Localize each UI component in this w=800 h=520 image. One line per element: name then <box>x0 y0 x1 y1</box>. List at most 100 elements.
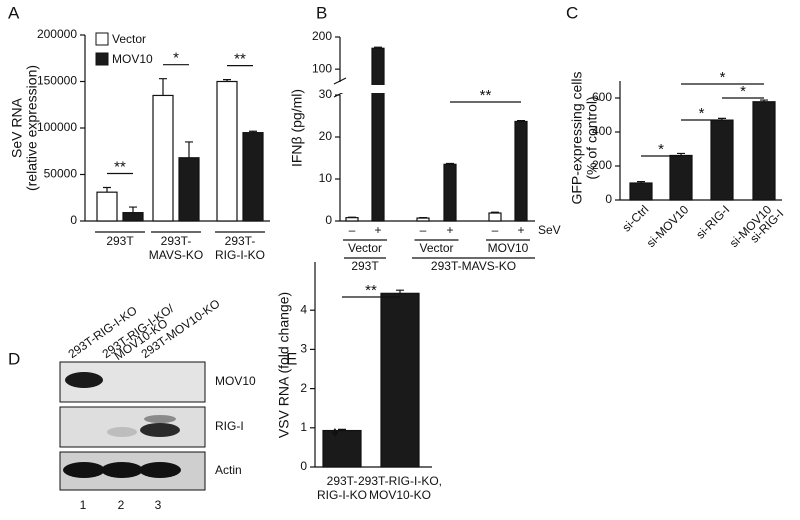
x-tick-label: si-MOV10 <box>644 202 692 250</box>
significance-label: ** <box>365 282 377 299</box>
error-bar <box>338 428 346 431</box>
panel-label: B <box>316 3 327 22</box>
y-tick-label: 150000 <box>37 74 77 88</box>
y-tick-label: 200 <box>312 29 332 43</box>
y-tick-label: 3 <box>300 342 307 356</box>
legend-label: Vector <box>112 32 146 46</box>
lane-number: 1 <box>80 498 87 512</box>
y-tick-label: 1 <box>300 420 307 434</box>
y-axis-label: GFP-expressing cells <box>569 71 585 204</box>
x-tick-label: 293T- <box>161 234 192 248</box>
group-label: Vector <box>419 241 453 255</box>
x-tick-label: si-Ctrl <box>619 202 651 234</box>
panel-label: C <box>566 3 578 22</box>
panel-label: A <box>8 3 20 22</box>
y-tick-label: 200000 <box>37 27 77 41</box>
y-tick-label: 50000 <box>44 167 78 181</box>
y-tick-label: 100000 <box>37 120 77 134</box>
bar <box>152 94 174 222</box>
error-bar <box>129 206 137 213</box>
y-axis-label: IFNβ (pg/ml) <box>289 89 305 167</box>
bar <box>216 80 238 222</box>
significance-label: * <box>173 50 179 67</box>
x-tick-label: MAVS-KO <box>149 248 203 262</box>
x-tick-label: + <box>517 223 524 237</box>
y-tick-label: 600 <box>592 90 612 104</box>
x-tick-label: 293T-RIG-I-KO, <box>358 474 442 488</box>
legend-label: MOV10 <box>112 52 153 66</box>
break-gap <box>336 85 396 93</box>
y-tick-label: 10 <box>319 171 333 185</box>
band <box>144 415 176 423</box>
y-axis-label: (% of control) <box>584 96 600 179</box>
x-tick-label: RIG-I-KO <box>317 488 367 502</box>
bar <box>380 292 420 468</box>
x-tick-label: 293T- <box>225 234 256 248</box>
y-tick-label: 20 <box>319 129 333 143</box>
significance-label: * <box>740 83 746 100</box>
blot-row-label: Actin <box>215 463 242 477</box>
x-tick-label: – <box>420 223 427 237</box>
error-bar <box>185 141 193 158</box>
band <box>101 462 143 478</box>
bar <box>629 182 653 201</box>
band <box>63 462 105 478</box>
significance-label: * <box>658 141 664 158</box>
y-tick-label: 0 <box>300 459 307 473</box>
y-tick-label: 4 <box>300 302 307 316</box>
y-tick-label: 200 <box>592 158 612 172</box>
blot-row-label: MOV10 <box>215 374 256 388</box>
bar <box>345 217 359 222</box>
error-bar <box>249 130 257 133</box>
x-tick-label: 293T- <box>327 474 358 488</box>
blot-row <box>59 406 206 448</box>
blot: MOV10 RIG-I Actin 1 2 3 <box>59 361 256 512</box>
error-bar <box>159 78 167 96</box>
error-bar <box>677 152 685 156</box>
bar <box>752 101 776 201</box>
x-tick-label: si-RIG-I <box>693 202 732 241</box>
bar <box>242 132 264 222</box>
y-tick-label: 2 <box>300 381 307 395</box>
marker: ♦ <box>331 424 339 441</box>
legend-swatch <box>95 32 109 46</box>
x-tick-label: RIG-I-KO <box>215 248 265 262</box>
significance-label: ** <box>480 87 492 104</box>
x-tick-label: – <box>349 223 356 237</box>
bar <box>122 212 144 222</box>
panel-label: E <box>286 349 297 368</box>
significance-label: ** <box>234 51 246 68</box>
error-bar <box>491 211 499 214</box>
bar <box>669 154 693 201</box>
error-bar <box>374 46 382 49</box>
bar <box>371 47 385 222</box>
x-tick-label: – <box>492 223 499 237</box>
blot-row-label: RIG-I <box>215 419 244 433</box>
y-axis-label: SeV RNA <box>9 97 25 158</box>
y-tick-label: 0 <box>605 192 612 206</box>
significance-label: * <box>720 69 726 86</box>
error-bar <box>446 162 454 165</box>
bar <box>443 163 457 222</box>
y-tick-label: 0 <box>325 213 332 227</box>
error-bar <box>396 289 404 294</box>
x-tick-label: MOV10-KO <box>369 488 431 502</box>
x-tick-label: 293T <box>106 234 134 248</box>
bar <box>178 157 200 222</box>
lane-number: 3 <box>155 498 162 512</box>
x-tick-label: + <box>374 223 381 237</box>
bar <box>322 429 362 468</box>
y-tick-label: 30 <box>319 87 333 101</box>
lane-number: 2 <box>118 498 125 512</box>
band <box>140 423 180 437</box>
bar <box>96 191 118 222</box>
error-bar <box>760 99 768 102</box>
y-tick-label: 400 <box>592 124 612 138</box>
error-bar <box>637 181 645 183</box>
band <box>139 462 181 478</box>
bar <box>514 120 528 222</box>
error-bar <box>517 120 525 122</box>
x-tick-label: + <box>446 223 453 237</box>
legend-swatch <box>95 52 109 66</box>
